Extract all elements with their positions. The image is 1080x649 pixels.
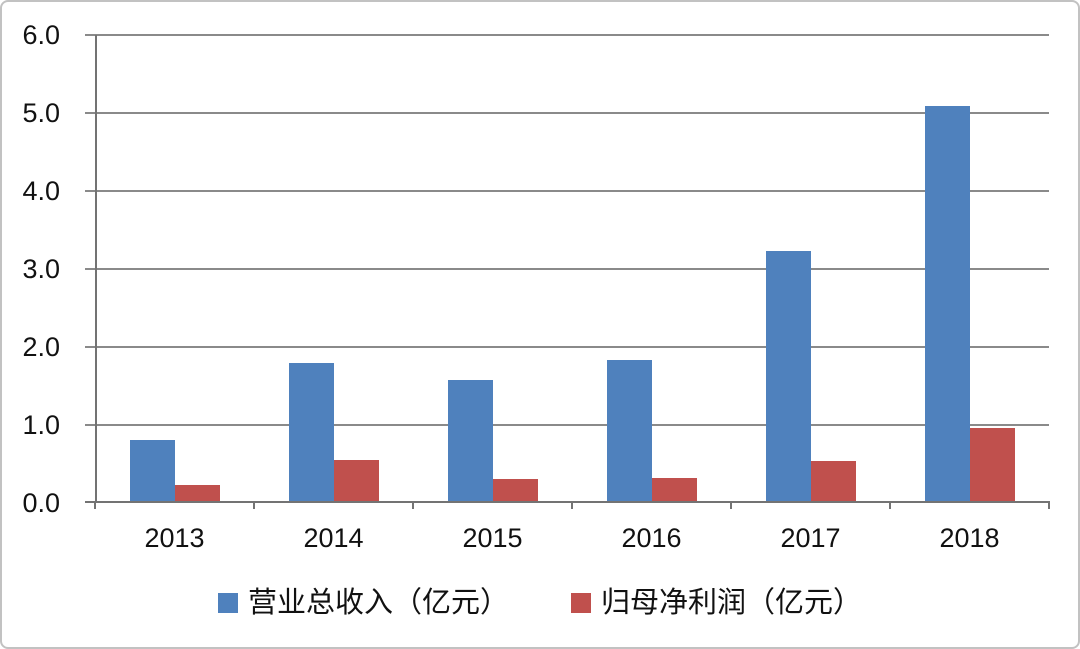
x-axis-category-label: 2018 <box>939 523 1000 553</box>
gridline <box>85 268 1049 270</box>
bar-series2-2013 <box>175 485 220 501</box>
bar-series1-2015 <box>448 380 493 501</box>
y-axis-tick-label: 1.0 <box>22 410 60 440</box>
gridline <box>85 346 1049 348</box>
legend-color-swatch-icon <box>571 593 591 613</box>
gridline <box>85 190 1049 192</box>
x-axis-tick <box>889 501 891 509</box>
x-axis-tick <box>730 501 732 509</box>
x-axis-category-label: 2016 <box>621 523 682 553</box>
x-axis-tick <box>94 501 96 509</box>
y-axis-line <box>95 35 97 503</box>
x-axis-tick <box>253 501 255 509</box>
y-axis-tick-label: 0.0 <box>22 488 60 518</box>
x-axis-category-label: 2017 <box>780 523 841 553</box>
gridline <box>85 34 1049 36</box>
legend-item: 归母净利润（亿元） <box>571 587 862 619</box>
bar-series1-2013 <box>130 440 175 501</box>
y-axis-tick-label: 3.0 <box>22 254 60 284</box>
x-axis-tick <box>1048 501 1050 509</box>
legend-color-swatch-icon <box>217 593 238 613</box>
gridline <box>85 424 1049 426</box>
bar-series2-2014 <box>334 460 379 501</box>
x-axis-category-label: 2013 <box>144 523 205 553</box>
x-axis-tick <box>412 501 414 509</box>
bar-series1-2017 <box>766 251 811 501</box>
y-axis-tick-label: 5.0 <box>22 98 60 128</box>
bar-series1-2016 <box>607 360 652 501</box>
y-axis-tick-label: 2.0 <box>22 332 60 362</box>
legend: 营业总收入（亿元） 归母净利润（亿元） <box>2 587 1078 619</box>
gridline <box>85 112 1049 114</box>
y-axis-tick-label: 4.0 <box>22 176 60 206</box>
x-axis-tick <box>571 501 573 509</box>
legend-item: 营业总收入（亿元） <box>217 587 509 619</box>
bar-series2-2017 <box>811 461 856 501</box>
legend-series-label: 归母净利润（亿元） <box>601 587 863 619</box>
bar-series2-2015 <box>493 479 538 501</box>
x-axis-category-label: 2015 <box>462 523 523 553</box>
bar-series2-2016 <box>652 478 697 501</box>
x-axis-category-label: 2014 <box>303 523 364 553</box>
bar-series1-2018 <box>925 106 970 501</box>
bar-series2-2018 <box>970 428 1015 501</box>
x-axis-line <box>85 501 1049 503</box>
y-axis-tick-label: 6.0 <box>22 20 60 50</box>
legend-series-label: 营业总收入（亿元） <box>247 587 509 619</box>
plot-area <box>85 34 1050 509</box>
bar-series1-2014 <box>289 363 334 501</box>
